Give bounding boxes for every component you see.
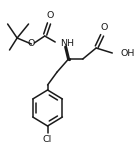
Text: NH: NH	[60, 40, 74, 48]
Text: O: O	[47, 11, 54, 21]
Text: O: O	[100, 24, 107, 32]
Text: OH: OH	[121, 48, 135, 58]
Text: O: O	[28, 40, 35, 48]
Text: Cl: Cl	[43, 135, 52, 145]
